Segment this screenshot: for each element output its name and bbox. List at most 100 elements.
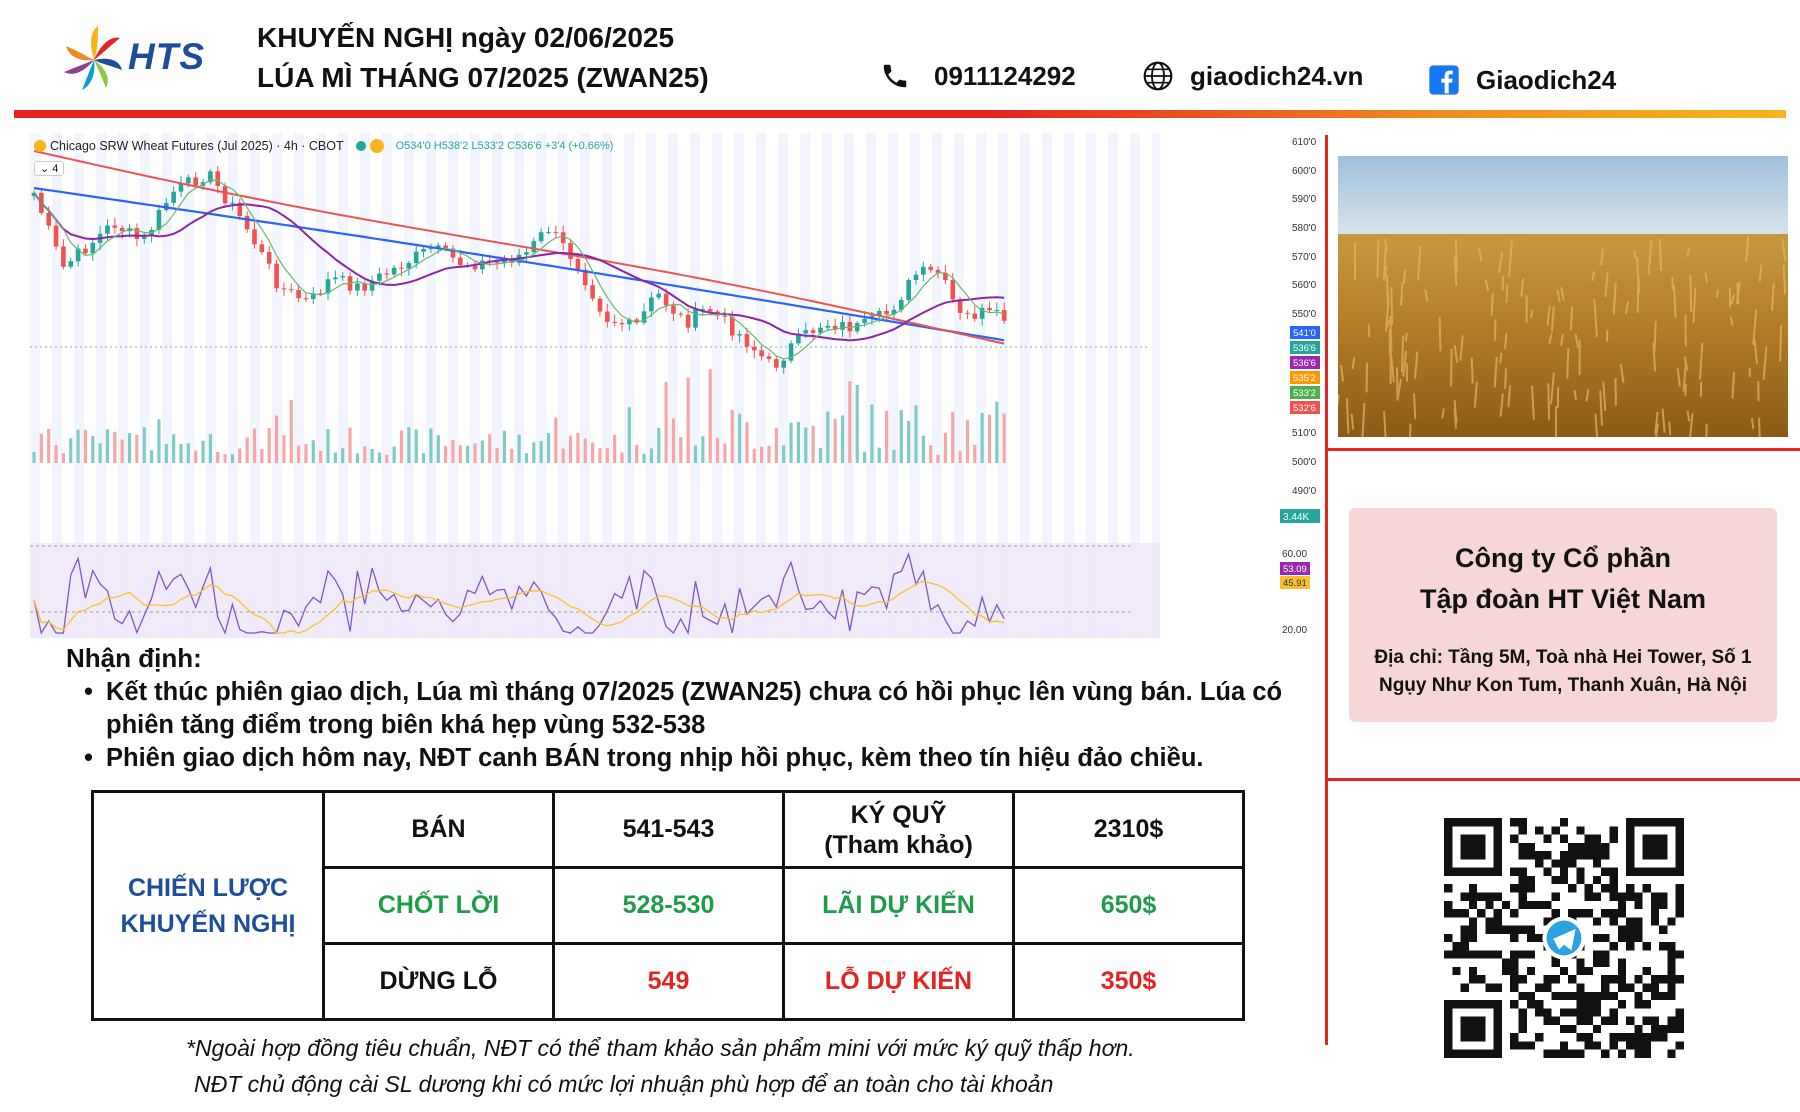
rsi-tick-label: 60.00 bbox=[1282, 549, 1307, 560]
candle-body bbox=[788, 343, 794, 361]
qr-module bbox=[1551, 826, 1560, 835]
volume-bar bbox=[833, 418, 837, 463]
ma-line-red bbox=[33, 150, 1005, 345]
margin-label-line1: KÝ QUỸ bbox=[850, 800, 947, 829]
volume-bar bbox=[730, 410, 734, 463]
qr-module bbox=[1584, 892, 1593, 901]
qr-module bbox=[1518, 1016, 1527, 1025]
qr-module bbox=[1518, 925, 1527, 934]
candle-body bbox=[619, 322, 625, 325]
volume-bar bbox=[701, 436, 705, 463]
volume-bar bbox=[943, 432, 947, 463]
candle-body bbox=[685, 314, 691, 328]
wheat-stalk bbox=[1345, 398, 1350, 434]
candle-body bbox=[913, 274, 919, 281]
volume-bar bbox=[782, 445, 786, 463]
qr-module bbox=[1559, 1049, 1569, 1058]
wheat-stalk bbox=[1689, 412, 1694, 437]
company-name-line2: Tập đoàn HT Việt Nam bbox=[1419, 584, 1707, 614]
qr-module bbox=[1518, 975, 1527, 984]
wheat-stalk bbox=[1604, 272, 1609, 298]
qr-module bbox=[1592, 1041, 1602, 1050]
candle-body bbox=[538, 232, 544, 242]
qr-module bbox=[1559, 1008, 1569, 1017]
candle-body bbox=[722, 315, 728, 317]
candle-body bbox=[362, 283, 368, 291]
candle-body bbox=[494, 262, 500, 264]
wheat-stalk bbox=[1505, 284, 1509, 304]
wheat-stalk bbox=[1715, 288, 1719, 298]
candle-body bbox=[325, 279, 331, 294]
qr-module bbox=[1634, 900, 1643, 910]
qr-module bbox=[1468, 950, 1478, 959]
candle-body bbox=[693, 309, 698, 328]
volume-bar bbox=[862, 451, 867, 463]
phone-contact[interactable]: 0911124292 bbox=[880, 60, 1076, 92]
take-profit-range: 528-530 bbox=[552, 866, 785, 945]
volume-bar bbox=[444, 445, 448, 463]
facebook-contact[interactable]: Giaodich24 bbox=[1428, 64, 1616, 96]
price-label-text: 532'6 bbox=[1293, 403, 1316, 414]
wheat-stalk bbox=[1402, 269, 1407, 284]
wheat-stalk bbox=[1493, 319, 1497, 341]
qr-module bbox=[1592, 991, 1602, 1001]
qr-module bbox=[1518, 900, 1527, 910]
price-label-text: 533'2 bbox=[1293, 388, 1316, 399]
qr-module bbox=[1650, 1024, 1660, 1034]
wheat-stalk bbox=[1490, 293, 1494, 316]
qr-module bbox=[1584, 834, 1593, 843]
qr-module bbox=[1642, 1041, 1651, 1050]
qr-module bbox=[1617, 892, 1627, 901]
qr-module bbox=[1559, 875, 1569, 885]
candle-body bbox=[230, 202, 235, 204]
qr-module bbox=[1650, 983, 1660, 992]
qr-module bbox=[1444, 950, 1453, 959]
volume-bar bbox=[355, 453, 359, 463]
qr-module bbox=[1601, 933, 1610, 943]
volume-bar bbox=[958, 451, 962, 463]
facebook-page[interactable]: Giaodich24 bbox=[1476, 64, 1617, 95]
qr-module bbox=[1634, 975, 1643, 984]
chart-canvas[interactable]: 610'0 600'0 590'0 580'0 570'0 560'0 550'0 510'0… bbox=[30, 133, 1326, 638]
collapse-toggle[interactable]: ⌄ 4 bbox=[34, 161, 65, 176]
qr-module bbox=[1584, 884, 1593, 893]
qr-module bbox=[1617, 1000, 1627, 1009]
price-chart[interactable]: 610'0 600'0 590'0 580'0 570'0 560'0 550'0 510'0… bbox=[30, 133, 1326, 638]
candle-body bbox=[935, 269, 941, 273]
website-link[interactable]: giaodich24.vn bbox=[1190, 60, 1364, 91]
qr-module bbox=[1526, 991, 1536, 1001]
qr-module bbox=[1642, 884, 1651, 893]
axis-tick-label: 550'0 bbox=[1292, 309, 1317, 320]
qr-module bbox=[1485, 950, 1494, 959]
volume-bar bbox=[326, 429, 330, 463]
volume-bar bbox=[583, 438, 587, 463]
candle-body bbox=[957, 299, 963, 313]
qr-module bbox=[1667, 966, 1676, 976]
qr-module bbox=[1659, 1024, 1668, 1034]
qr-module bbox=[1592, 933, 1602, 943]
qr-module bbox=[1592, 842, 1602, 852]
qr-module bbox=[1568, 991, 1577, 1001]
wheat-stalk bbox=[1547, 383, 1551, 421]
volume-bar bbox=[885, 410, 889, 463]
candle-body bbox=[987, 307, 992, 311]
wheat-stalk bbox=[1548, 333, 1553, 344]
volume-bar bbox=[429, 428, 433, 463]
qr-module bbox=[1477, 975, 1486, 984]
wheat-stalk bbox=[1676, 368, 1681, 387]
website-contact[interactable]: giaodich24.vn bbox=[1142, 60, 1363, 92]
wheat-stalk bbox=[1655, 423, 1659, 437]
volume-bar bbox=[47, 428, 51, 463]
candle-body bbox=[288, 289, 294, 291]
candle-body bbox=[266, 252, 272, 264]
qr-module bbox=[1617, 909, 1627, 918]
qr-module bbox=[1543, 1008, 1552, 1017]
footnote-line1: *Ngoài hợp đồng tiêu chuẩn, NĐT có thể t… bbox=[186, 1035, 1135, 1061]
qr-module bbox=[1650, 917, 1660, 926]
qr-code[interactable] bbox=[1444, 818, 1684, 1058]
candle-body bbox=[840, 321, 845, 330]
wheat-stalk bbox=[1689, 274, 1693, 313]
facebook-icon bbox=[1429, 65, 1459, 95]
volume-bar bbox=[532, 442, 536, 463]
volume-tag bbox=[1280, 509, 1320, 523]
